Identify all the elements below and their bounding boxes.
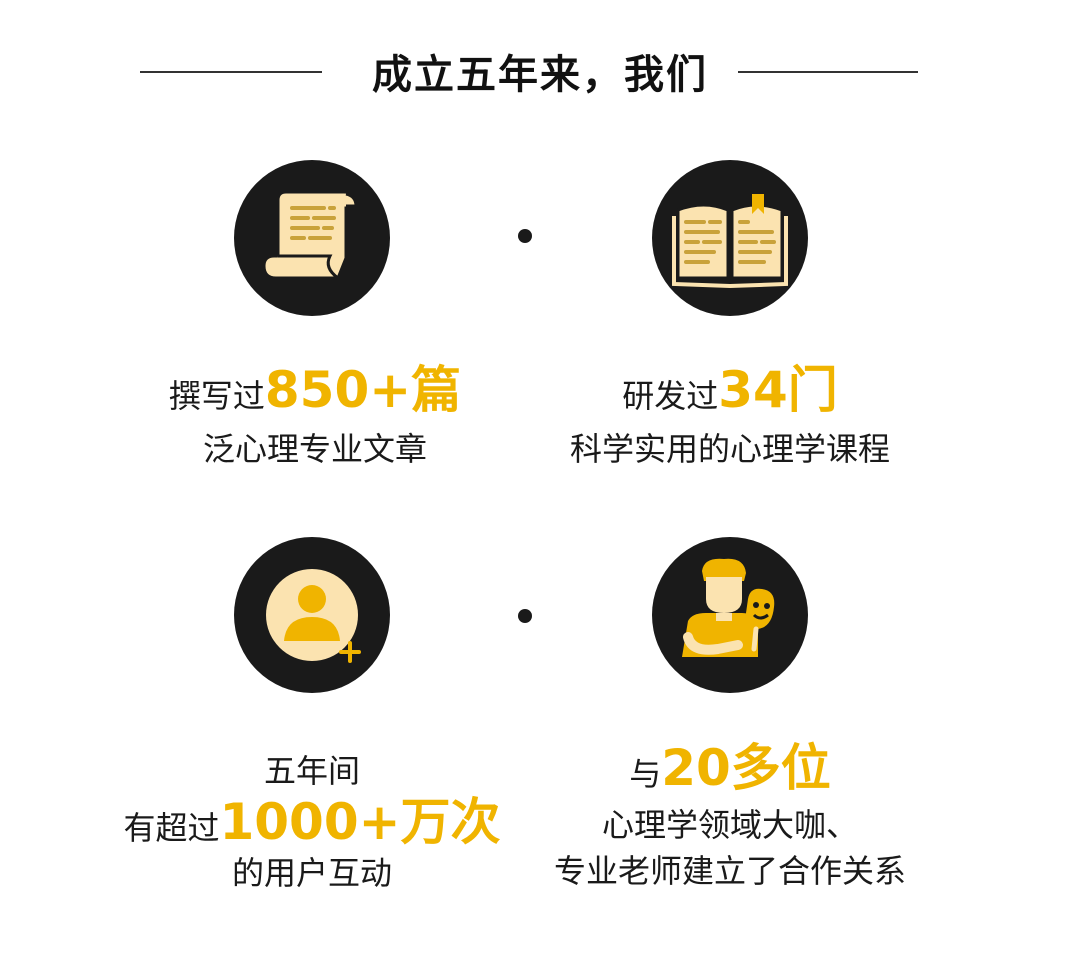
stat-partners-highlight: 20多位 — [661, 739, 831, 797]
stat-interactions: 五年间 有超过1000+万次 的用户互动 — [100, 752, 524, 893]
header-divider-right — [738, 71, 918, 73]
stat-partners-prefix: 与 — [629, 755, 662, 793]
separator-dot-top — [518, 229, 532, 243]
page-title: 成立五年来，我们 — [372, 52, 708, 98]
stat-courses-line2: 科学实用的心理学课程 — [569, 430, 890, 468]
stat-articles-line1: 撰写过850+篇 — [140, 360, 490, 420]
stat-articles: 撰写过850+篇 泛心理专业文章 — [140, 360, 490, 468]
stat-interactions-line1: 五年间 — [263, 752, 360, 790]
stat-courses-prefix: 研发过 — [622, 377, 719, 415]
stat-interactions-highlight: 1000+万次 — [219, 793, 501, 852]
stat-partners: 与20多位 心理学领域大咖、 专业老师建立了合作关系 — [530, 738, 930, 891]
header-divider-left — [140, 71, 322, 73]
stat-interactions-prefix: 有超过 — [123, 809, 220, 848]
stat-partners-line2: 心理学领域大咖、 — [601, 806, 858, 844]
stat-articles-line2: 泛心理专业文章 — [202, 430, 427, 468]
stat-courses-highlight: 34门 — [718, 361, 838, 419]
person-with-mask-icon — [652, 537, 808, 693]
stat-courses-line1: 研发过34门 — [540, 360, 920, 420]
separator-dot-bottom — [518, 609, 532, 623]
stat-articles-prefix: 撰写过 — [168, 377, 265, 415]
page-header: 成立五年来，我们 — [0, 36, 1080, 106]
add-user-icon — [234, 537, 390, 693]
stat-courses: 研发过34门 科学实用的心理学课程 — [540, 360, 920, 468]
stat-interactions-line2: 有超过1000+万次 — [100, 792, 524, 852]
stat-interactions-line3: 的用户互动 — [231, 854, 392, 893]
open-book-icon — [652, 160, 808, 316]
stat-partners-line3: 专业老师建立了合作关系 — [553, 852, 906, 891]
stat-articles-highlight: 850+篇 — [264, 361, 462, 419]
stat-partners-line1: 与20多位 — [530, 738, 930, 798]
scroll-icon — [234, 160, 390, 316]
